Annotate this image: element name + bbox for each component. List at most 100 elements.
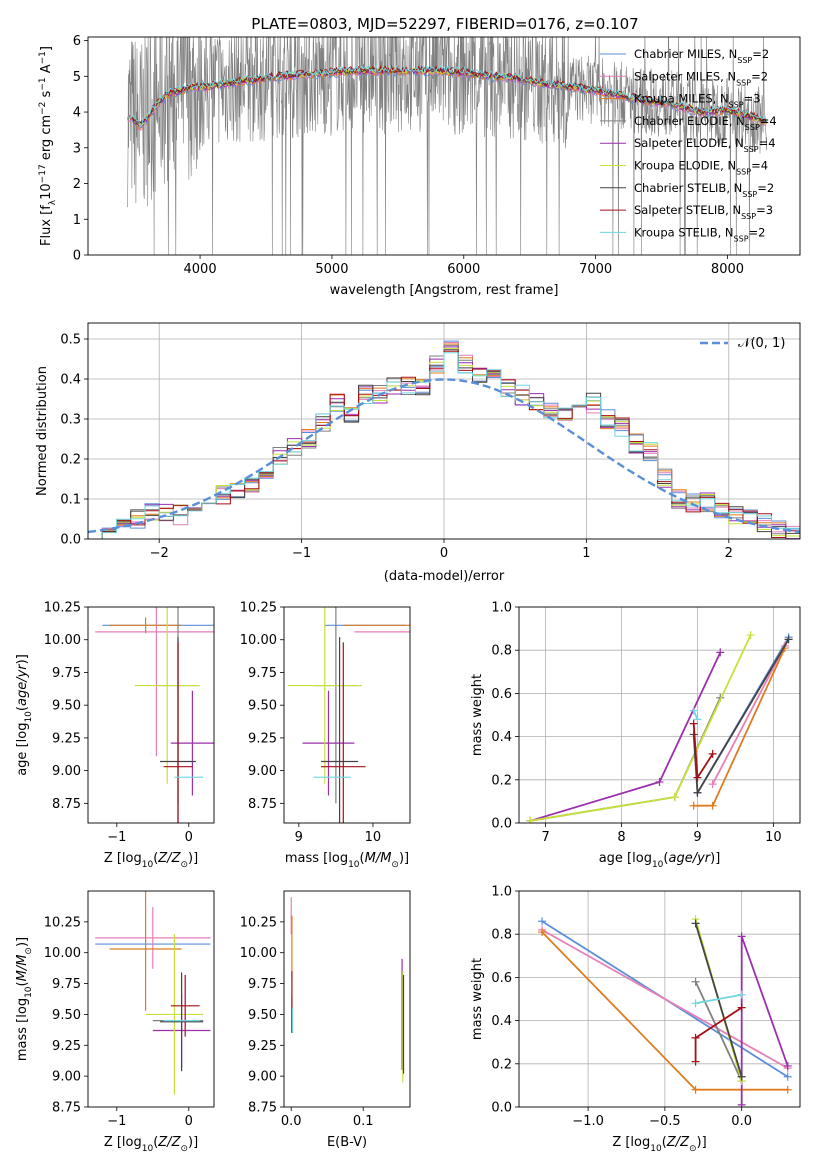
label-part: )] [15,654,30,664]
y-tick-label: 0.6 [491,687,512,702]
label-part: Z [log [104,851,142,866]
y-axis-label: Flux [fλ10−17 erg cm−2 s−1 A−1] [38,46,58,246]
massweight-marker [691,977,700,986]
legend-text: Chabrier ELODIE, N [634,114,745,128]
label-part: )] [710,851,720,866]
label-part: λ [48,199,58,205]
legend-sub: SSP [736,78,751,87]
panel-massweight_vs_Z: −1.0 −0.5 0.0 0.0 0.2 0.4 0.6 0.8 1.0 Z [log10(Z/… [470,885,801,1154]
y-tick-label: 9.25 [52,731,81,746]
panel-spectrum: 4000 5000 6000 7000 8000 0 1 2 3 4 5 6 Chabrier MILE… [38,34,801,298]
label-part: age [log [599,851,652,866]
legend-label: Chabrier MILES, NSSP=2 [634,47,769,65]
y-tick-label: 9.00 [248,764,277,779]
y-tick-label: 0.6 [491,971,512,986]
label-part: 10 [348,860,360,870]
y-tick-label: 0.8 [491,644,512,659]
y-tick-label: 9.50 [52,1008,81,1023]
y-tick-label: 9.25 [248,1039,277,1054]
massweight-marker [693,773,702,782]
axes-frame [518,606,801,824]
y-tick-label: 0.4 [491,730,512,745]
y-tick-label: 8.75 [52,797,81,812]
label-part: mass weight [470,674,485,756]
y-tick-label: 9.75 [248,666,277,681]
label-part: 10 [142,1144,154,1154]
x-tick-label: −1.0 [572,1114,604,1129]
label-part: M/M [365,851,392,866]
label-part: age [log [15,723,30,776]
x-axis-label: Z [log10(Z/Z⊙)] [612,1135,706,1154]
y-tick-label: 0.0 [60,533,81,548]
y-tick-label: 10.25 [44,601,81,616]
axes-frame [87,606,215,824]
massweight-marker [691,999,700,1008]
label-part: mass [log [285,851,348,866]
x-axis-label: (data-model)/error [384,569,505,584]
x-tick-label: 2 [725,546,733,561]
y-tick-label: 9.50 [248,699,277,714]
label-part: ⊙ [689,1144,697,1154]
y-tick-label: 10.25 [240,915,277,930]
massweight-marker [783,1061,792,1070]
y-tick-label: 9.50 [248,1008,277,1023]
x-tick-label: −1 [292,546,311,561]
plot-area-residuals [88,323,800,539]
massweight-marker [737,1003,746,1012]
x-tick-label: 9 [693,830,701,845]
x-tick-label: −2 [150,546,169,561]
label-part: mass weight [470,958,485,1040]
legend-eq: =3 [756,203,773,217]
legend-eq: =4 [759,136,776,150]
legend-label: Salpeter MILES, NSSP=2 [634,69,768,87]
legend-sub: SSP [741,212,756,221]
x-tick-label: 4000 [184,262,217,277]
legend-text: Kroupa ELODIE, N [634,159,736,173]
label-part: ⊙ [24,947,34,955]
x-tick-label: 0.1 [353,1114,374,1129]
y-tick-label: 0.2 [491,1057,512,1072]
x-axis-label: Z [log10(Z/Z⊙)] [104,851,198,870]
massweight-marker [526,816,535,823]
y-axis-label: mass [log10(M/M⊙)] [15,937,34,1061]
y-tick-label: 0.0 [491,817,512,832]
y-tick-label: 8.75 [248,797,277,812]
label-part: ( [662,1135,667,1150]
label-part: age/yr [668,851,711,866]
y-tick-label: 9.00 [52,764,81,779]
panel-age_vs_mass: 9 10 8.75 9.00 9.25 9.50 9.75 10.00 10.25 mass [l… [240,601,411,870]
y-tick-label: 9.25 [52,1039,81,1054]
legend-label: Chabrier STELIB, NSSP=2 [634,181,774,199]
legend-eq: =2 [757,181,774,195]
y-tick-label: 0.4 [491,1014,512,1029]
y-tick-label: 0.0 [491,1101,512,1116]
legend-label: 𝒩(0, 1) [738,336,785,351]
x-tick-label: −0.5 [649,1114,681,1129]
label-part: 10 [652,860,664,870]
plot-area-mass_vs_Z [95,891,211,1095]
y-tick-label: 8.75 [52,1101,81,1116]
x-tick-label: 10 [365,830,382,845]
y-tick-label: 1.0 [491,601,512,616]
y-tick-label: 1 [73,213,81,228]
label-part: )] [697,1135,707,1150]
legend-label: Salpeter ELODIE, NSSP=4 [634,136,776,154]
legend-label: Kroupa MILES, NSSP=3 [634,92,760,110]
legend-sub: SSP [737,56,752,65]
y-tick-label: 9.75 [52,977,81,992]
legend-sub: SSP [736,167,751,176]
massweight-marker [538,928,547,937]
y-tick-label: 10.00 [44,633,81,648]
x-tick-label: 0 [185,830,193,845]
y-tick-label: 10.00 [240,633,277,648]
label-part: s [39,90,54,101]
legend-text: Kroupa STELIB, N [634,225,734,239]
label-part: Z/Z [666,1135,690,1150]
legend-label: Kroupa ELODIE, NSSP=4 [634,159,768,177]
axes-frame [518,890,801,1108]
y-axis-label: age [log10(age/yr)] [15,654,34,776]
label-part: )] [188,1135,198,1150]
